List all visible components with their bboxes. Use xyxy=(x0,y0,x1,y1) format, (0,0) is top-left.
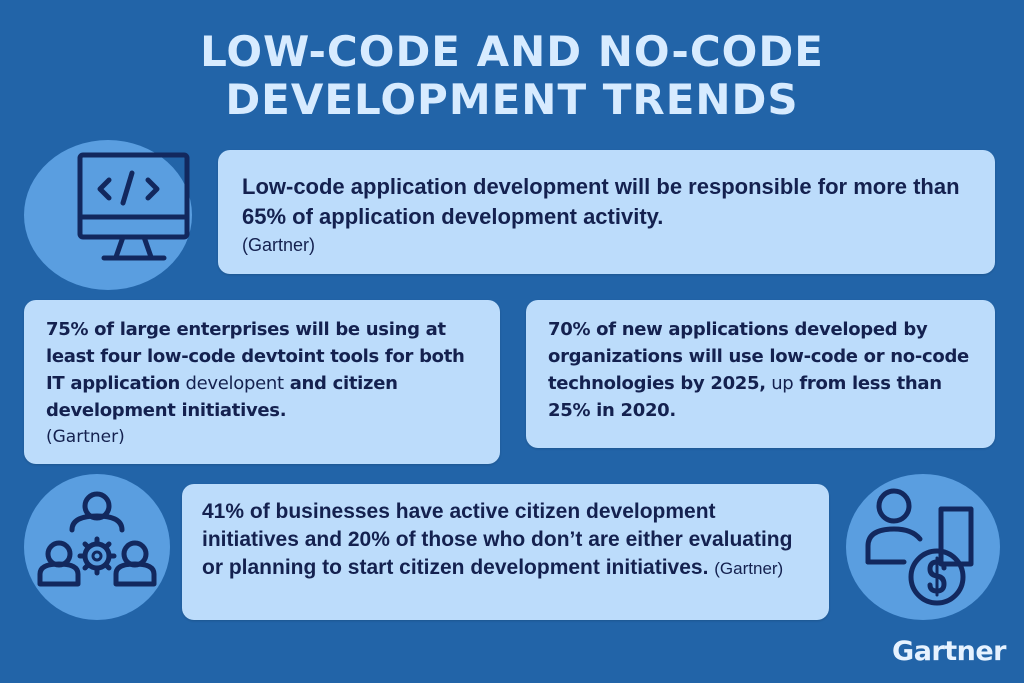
team-gear-icon xyxy=(24,474,170,620)
stat-card-low-code-activity: Low-code application development will be… xyxy=(218,150,995,274)
stat-statement: 41% of businesses have active citizen de… xyxy=(202,500,793,579)
title-line-1: LOW-CODE AND NO-CODE xyxy=(200,27,824,76)
stat-source: (Gartner) xyxy=(242,235,316,255)
stat-statement: 75% of large enterprises will be using a… xyxy=(46,319,465,421)
stat-card-citizen-development: 41% of businesses have active citizen de… xyxy=(182,484,829,620)
person-dollar-chart-icon xyxy=(846,474,1000,620)
computer-code-icon xyxy=(24,140,192,290)
page-title: LOW-CODE AND NO-CODE DEVELOPMENT TRENDS xyxy=(0,28,1024,124)
stat-statement: Low-code application development will be… xyxy=(242,174,960,229)
stat-source: (Gartner) xyxy=(714,559,784,578)
stat-statement: 70% of new applications developed by org… xyxy=(548,319,969,421)
title-line-2: DEVELOPMENT TRENDS xyxy=(225,75,799,124)
stat-card-new-applications: 70% of new applications developed by org… xyxy=(526,300,995,448)
stat-card-large-enterprises: 75% of large enterprises will be using a… xyxy=(24,300,500,464)
stat-source: (Gartner) xyxy=(46,427,125,447)
gartner-logo: Gartner xyxy=(892,636,1006,667)
